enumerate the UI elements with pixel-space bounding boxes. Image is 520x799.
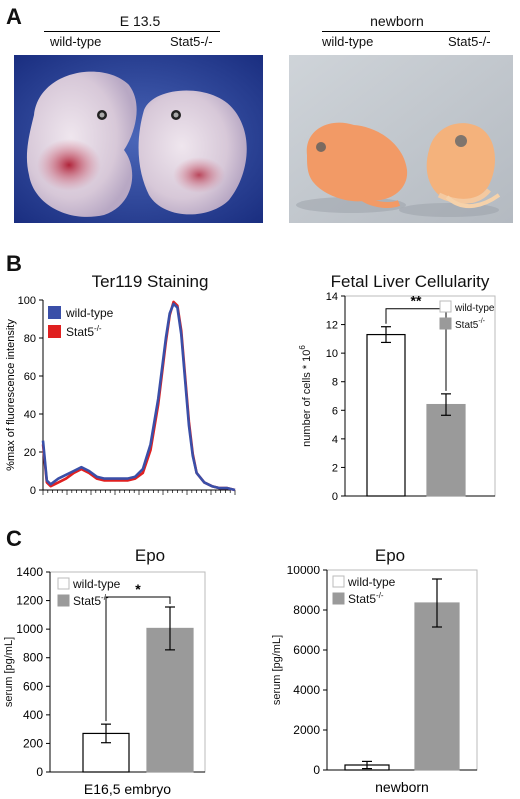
cellularity-ytick-label-6: 12 xyxy=(326,320,338,332)
cellularity-ytick-label-2: 4 xyxy=(332,434,338,446)
epo_newborn-xlabel: newborn xyxy=(375,779,429,795)
ter119-title: Ter119 Staining xyxy=(91,272,209,291)
epo_embryo-ytick-label-1: 200 xyxy=(23,736,43,750)
cellularity-legend-label-0: wild-type xyxy=(454,303,495,314)
newborn-label-stat5: Stat5-/- xyxy=(448,34,491,49)
epo_embryo-ytick-label-3: 600 xyxy=(23,679,43,693)
e135-underline xyxy=(44,31,220,32)
epo_embryo-ytick-label-0: 0 xyxy=(36,765,43,779)
cellularity-legend-swatch-1 xyxy=(439,317,452,330)
newborn-title: newborn xyxy=(370,13,424,29)
ter119-ytick-label-5: 100 xyxy=(18,295,36,307)
cellularity-title: Fetal Liver Cellularity xyxy=(330,272,490,291)
epo_embryo-xlabel: E16,5 embryo xyxy=(84,781,171,797)
epo_newborn-ylabel: serum [pg/mL] xyxy=(271,635,283,705)
epo_embryo-ytick-label-5: 1000 xyxy=(16,622,43,636)
epo_newborn-ytick-label-2: 4000 xyxy=(293,683,320,697)
ter119-ytick-label-0: 0 xyxy=(30,485,36,497)
cellularity-ytick-label-1: 2 xyxy=(332,462,338,474)
epo_embryo-ytick-label-4: 800 xyxy=(23,651,43,665)
epo_newborn-legend-swatch-0 xyxy=(332,575,345,588)
cellularity-ylabel: number of cells * 106 xyxy=(298,345,313,447)
epo_embryo-ytick-label-7: 1400 xyxy=(16,566,43,579)
ter119-ylabel: %max of fluorescence intensity xyxy=(5,319,17,471)
newborn-photo xyxy=(289,55,513,223)
epo_embryo-legend-swatch-0 xyxy=(57,577,70,590)
newborn-label-wildtype: wild-type xyxy=(322,34,374,49)
embryo-photo-svg xyxy=(14,55,263,223)
epo_newborn-legend-swatch-1 xyxy=(332,592,345,605)
ter119-ytick-label-3: 60 xyxy=(24,371,36,383)
cellularity-ytick-label-0: 0 xyxy=(332,491,338,502)
ter119-ytick-label-2: 40 xyxy=(24,409,36,421)
epo_newborn-ytick-label-5: 10000 xyxy=(287,566,321,577)
embryo-photo xyxy=(14,55,263,223)
epo_embryo-sig-bracket xyxy=(105,596,171,722)
ter119-chart: 0 20 40 60 80 100%max of fluorescence intensi… xyxy=(5,295,236,497)
epo_embryo-sig-marker: * xyxy=(135,581,141,597)
cellularity-ytick-label-3: 6 xyxy=(332,405,338,417)
epo_newborn-ytick-label-4: 8000 xyxy=(293,603,320,617)
epo_embryo-ytick-label-2: 400 xyxy=(23,708,43,722)
cellularity-ytick-label-4: 8 xyxy=(332,377,338,389)
cellularity-ytick-label-7: 14 xyxy=(326,292,338,303)
epo_embryo-legend-swatch-1 xyxy=(57,594,70,607)
e135-label-wildtype: wild-type xyxy=(50,34,102,49)
panel-letter-a: A xyxy=(6,4,22,29)
epo-newborn-chart: 0 2000 4000 6000 8000 10000 serum [pg/mL] wild-… xyxy=(271,566,478,795)
ter119-legend-label-0: wild-type xyxy=(65,306,114,320)
cellularity-sig-bracket xyxy=(385,308,447,391)
panel-letter-b: B xyxy=(6,251,22,276)
e135-label-stat5-text: Stat5-/- xyxy=(170,34,213,49)
epo_newborn-ytick-label-3: 6000 xyxy=(293,643,320,657)
epo_newborn-legend-label-0: wild-type xyxy=(347,575,396,589)
epo_newborn-bar-1 xyxy=(414,602,460,771)
epo_embryo-ytick-label-6: 1200 xyxy=(16,594,43,608)
e135-label-stat5: Stat5-/- xyxy=(170,34,213,49)
ter119-series-0 xyxy=(41,302,236,492)
cellularity-ytick-label-5: 10 xyxy=(326,348,338,360)
epo_embryo-legend-label-0: wild-type xyxy=(72,577,121,591)
cellularity-chart: 0 2 4 6 8 10 12 14 number of cells * 106 ** wild-t… xyxy=(298,292,496,502)
ter119-legend-swatch-0 xyxy=(48,306,61,319)
cellularity-bar-1 xyxy=(426,403,466,497)
ter119-ytick-label-4: 80 xyxy=(24,333,36,345)
e135-title: E 13.5 xyxy=(119,13,161,29)
ter119-legend-label-1: Stat5-/- xyxy=(66,324,102,339)
epo_newborn-legend-label-1: Stat5-/- xyxy=(348,591,384,606)
newborn-photo-svg xyxy=(289,55,513,223)
cellularity-legend-swatch-0 xyxy=(439,300,452,313)
epo_newborn-ytick-label-1: 2000 xyxy=(293,723,320,737)
cellularity-legend-label-1: Stat5-/- xyxy=(455,318,486,331)
epo_embryo-legend-label-1: Stat5-/- xyxy=(73,593,109,608)
epo-embryo-chart: 0 200 400 600 800 1000 1200 1400 serum [pg/mL] * w… xyxy=(3,566,206,797)
newborn-underline xyxy=(322,31,490,32)
panel-letter-c: C xyxy=(6,526,22,551)
cellularity-bar-0 xyxy=(366,333,406,497)
epo-newborn-title: Epo xyxy=(374,546,406,565)
ter119-legend-swatch-1 xyxy=(48,325,61,338)
epo_newborn-ytick-label-0: 0 xyxy=(313,763,320,777)
epo-embryo-title: Epo xyxy=(134,546,166,565)
cellularity-sig-marker: ** xyxy=(411,293,422,309)
ter119-ytick-label-1: 20 xyxy=(24,447,36,459)
epo_embryo-ylabel: serum [pg/mL] xyxy=(3,637,15,707)
